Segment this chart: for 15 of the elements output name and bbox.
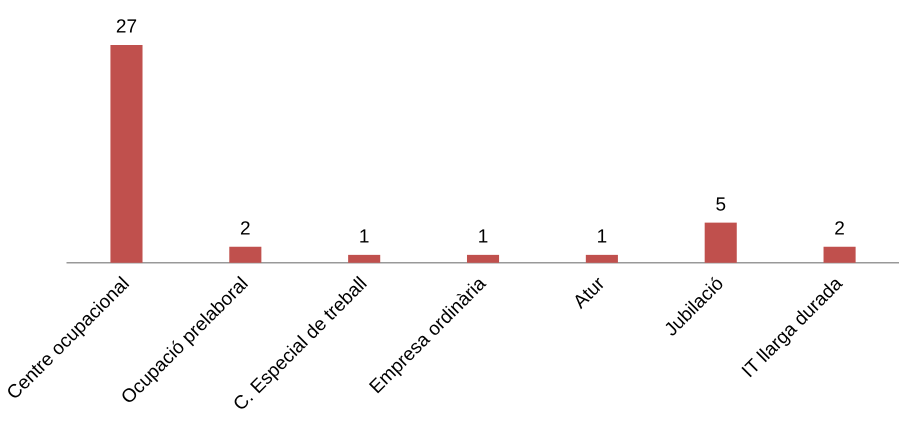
bar — [229, 246, 262, 263]
bar — [704, 222, 737, 263]
data-label: 2 — [240, 218, 251, 240]
bar — [824, 246, 856, 263]
data-label: 2 — [834, 218, 845, 240]
bar — [348, 254, 380, 263]
data-label: 1 — [478, 226, 488, 248]
bar — [110, 45, 143, 263]
data-label: 27 — [116, 16, 138, 38]
data-label: 5 — [715, 194, 726, 216]
data-label: 1 — [358, 226, 370, 248]
bar — [586, 254, 618, 263]
x-tick-label: Atur — [570, 272, 610, 313]
bar — [466, 254, 500, 263]
data-label: 1 — [596, 226, 608, 248]
